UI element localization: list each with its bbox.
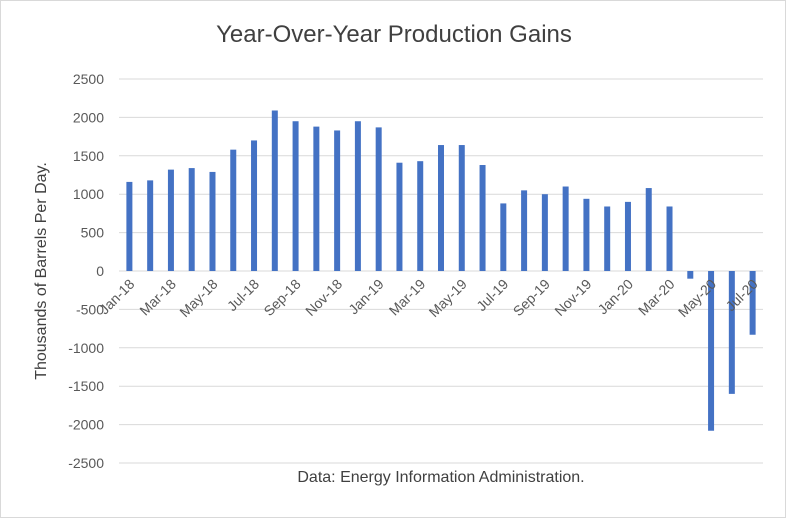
x-tick-label: Nov-18	[302, 276, 345, 319]
bar	[666, 206, 673, 271]
bar	[645, 188, 652, 271]
x-tick-label: Jan-20	[595, 276, 637, 318]
chart-caption: Data: Energy Information Administration.	[297, 469, 585, 486]
x-tick-label: Mar-19	[386, 276, 429, 319]
x-tick-label: Jan-18	[96, 276, 138, 318]
bar	[479, 165, 486, 271]
bar	[458, 145, 465, 271]
bar	[749, 271, 756, 335]
x-tick-label: Jul-19	[473, 276, 511, 314]
bar	[354, 121, 361, 272]
bar	[292, 121, 299, 272]
bar	[500, 203, 507, 271]
x-tick-label: May-19	[426, 276, 470, 320]
bar	[251, 140, 258, 271]
bar	[438, 145, 444, 271]
y-tick-label: 2500	[73, 71, 104, 87]
bar	[188, 168, 195, 271]
x-tick-label: Jul-18	[224, 276, 262, 314]
bar	[583, 198, 590, 271]
y-tick-label: 500	[81, 225, 105, 241]
y-tick-label: -2000	[68, 417, 104, 433]
y-tick-label: 1000	[73, 186, 104, 202]
bar	[271, 110, 278, 271]
chart-title: Year-Over-Year Production Gains	[216, 21, 572, 48]
bar	[624, 201, 631, 271]
bar	[708, 271, 715, 431]
bar	[541, 194, 548, 271]
x-tick-label: Sep-18	[260, 276, 303, 319]
bar	[230, 149, 237, 271]
bar	[375, 127, 382, 271]
bar	[417, 161, 424, 271]
y-tick-label: -1000	[68, 340, 104, 356]
bar	[209, 171, 216, 271]
bar	[147, 180, 154, 271]
y-tick-label: 1500	[73, 148, 104, 164]
bar	[562, 186, 569, 271]
x-tick-label: May-18	[176, 276, 220, 320]
x-tick-label: Nov-19	[551, 276, 594, 319]
y-tick-label: -500	[76, 301, 104, 317]
y-tick-label: 2000	[73, 109, 104, 125]
bar	[728, 271, 735, 394]
bar	[334, 130, 341, 271]
x-tick-label: Mar-18	[136, 276, 179, 319]
bar	[396, 162, 403, 271]
x-tick-label: Jan-19	[345, 276, 387, 318]
y-tick-label: -1500	[68, 378, 104, 394]
bar	[167, 169, 174, 271]
bar	[687, 271, 694, 279]
bar	[604, 206, 611, 271]
y-tick-label: 0	[96, 263, 104, 279]
bar	[521, 190, 528, 271]
y-tick-label: -2500	[68, 455, 104, 471]
bar	[126, 181, 133, 271]
bar	[313, 126, 320, 271]
x-tick-label: Mar-20	[635, 276, 678, 319]
x-tick-label: Sep-19	[510, 276, 553, 319]
